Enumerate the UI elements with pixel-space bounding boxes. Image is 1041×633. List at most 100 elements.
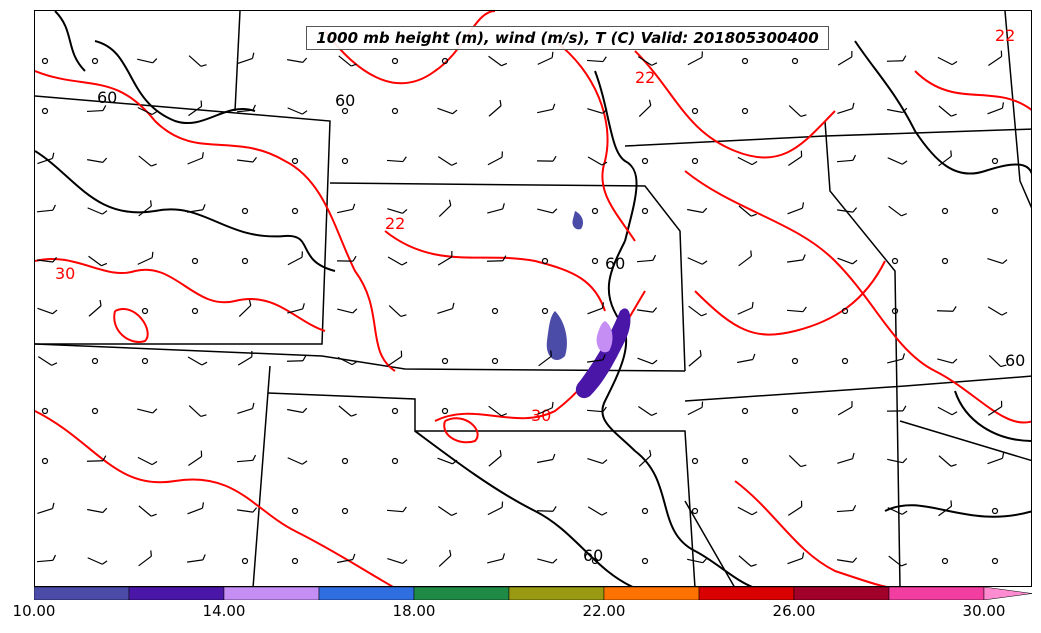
state-boundary — [684, 500, 735, 586]
calm-wind-marker — [741, 407, 749, 415]
wind-barb — [738, 205, 757, 217]
wind-barb — [486, 255, 507, 262]
height-contour — [954, 390, 1031, 442]
height-contour — [414, 430, 634, 586]
calm-wind-marker — [441, 57, 449, 65]
wind-barb — [337, 308, 358, 314]
wind-barb — [36, 257, 58, 263]
temperature-contour — [684, 170, 1031, 424]
calm-wind-marker — [241, 557, 249, 565]
wind-barb — [287, 457, 308, 465]
calm-wind-marker — [291, 557, 299, 565]
wind-barb — [187, 152, 204, 165]
wind-barb — [887, 507, 908, 515]
wind-barb — [888, 205, 908, 217]
calm-wind-marker — [841, 357, 849, 365]
calm-wind-marker — [991, 507, 999, 515]
calm-wind-marker — [991, 157, 999, 165]
calm-wind-marker — [341, 507, 349, 515]
calm-wind-marker — [591, 207, 599, 215]
calm-wind-marker — [191, 257, 199, 265]
wind-barb — [87, 207, 108, 215]
wind-barb — [987, 257, 1008, 265]
colorbar-segment — [223, 587, 320, 600]
wind-barb — [287, 251, 303, 266]
wind-barb — [487, 553, 506, 564]
wind-barb — [737, 506, 758, 516]
wind-barb — [836, 207, 858, 213]
wind-barb — [287, 107, 308, 115]
wind-barb — [87, 557, 108, 565]
temperature-contour — [634, 50, 836, 159]
wind-barb — [887, 107, 908, 114]
wind-barb — [637, 357, 658, 365]
colorbar-tick-label: 22.00 — [582, 602, 626, 620]
calm-wind-marker — [141, 357, 149, 365]
height-contour — [35, 150, 336, 272]
precip-shade — [572, 211, 583, 230]
wind-barb — [387, 256, 408, 266]
wind-barb — [187, 204, 206, 213]
calm-wind-marker — [691, 107, 699, 115]
wind-barb — [138, 505, 157, 517]
wind-barb — [688, 305, 708, 317]
wind-barb — [888, 555, 907, 567]
wind-barb — [687, 51, 703, 66]
wind-barb — [937, 56, 958, 66]
precipitation-shading — [546, 211, 631, 399]
calm-wind-marker — [341, 157, 349, 165]
wind-barb — [836, 154, 857, 163]
wind-barb — [37, 356, 58, 366]
calm-wind-marker — [941, 557, 949, 565]
height-contour-label: 60 — [605, 254, 625, 273]
colorbar-segment — [34, 587, 130, 600]
calm-wind-marker — [41, 57, 49, 65]
colorbar-extend-arrow — [983, 587, 1033, 600]
state-boundary — [329, 182, 686, 372]
wind-barb — [487, 203, 505, 214]
calm-wind-marker — [241, 207, 249, 215]
wind-barb — [388, 305, 407, 318]
wind-barb — [786, 306, 807, 313]
calm-wind-marker — [141, 307, 149, 315]
temp-contour-label: 30 — [55, 264, 75, 283]
calm-wind-marker — [541, 307, 549, 315]
wind-barb — [636, 254, 657, 263]
wind-barb — [988, 50, 1003, 66]
wind-barb — [37, 152, 55, 165]
calm-wind-marker — [941, 207, 949, 215]
calm-wind-marker — [441, 357, 449, 365]
height-contour — [594, 70, 638, 242]
height-contour — [884, 504, 1031, 518]
calm-wind-marker — [741, 57, 749, 65]
wind-barb — [488, 99, 502, 117]
wind-barb — [37, 307, 58, 315]
wind-barb — [388, 350, 403, 366]
wind-barb — [238, 299, 252, 317]
wind-barb — [487, 501, 504, 516]
wind-barb — [437, 156, 458, 166]
calm-wind-marker — [91, 407, 99, 415]
calm-wind-marker — [341, 457, 349, 465]
wind-barb — [186, 554, 206, 563]
wind-barb — [636, 307, 658, 313]
colorbar-tick-label: 18.00 — [392, 602, 436, 620]
calm-wind-marker — [91, 357, 99, 365]
wind-barb — [138, 200, 152, 217]
calm-wind-marker — [641, 157, 649, 165]
wind-barb — [887, 353, 906, 364]
wind-barb — [488, 405, 508, 417]
wind-barb — [437, 457, 458, 465]
temp-contour-label: 22 — [385, 214, 405, 233]
wind-barb — [837, 452, 855, 464]
calm-wind-marker — [741, 457, 749, 465]
temperature-contour — [35, 70, 396, 372]
state-boundary — [1004, 11, 1031, 209]
wind-barb — [88, 255, 108, 267]
calm-wind-marker — [391, 407, 399, 415]
calm-wind-marker — [341, 107, 349, 115]
temperature-contours — [35, 11, 1031, 586]
wind-barb — [36, 204, 56, 213]
height-contour-label: 60 — [1005, 351, 1025, 370]
wind-barb — [837, 557, 858, 563]
